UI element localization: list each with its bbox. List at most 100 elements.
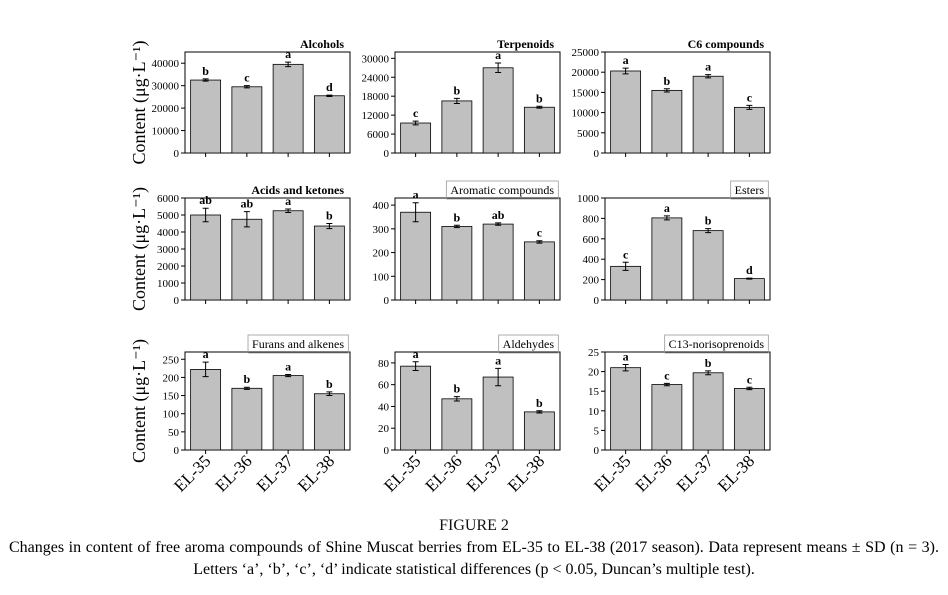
significance-letter: a	[413, 188, 419, 202]
y-tick-label: 0	[174, 148, 180, 160]
bar	[313, 225, 345, 301]
figure-caption: Changes in content of free aroma compoun…	[9, 539, 939, 578]
significance-letter: a	[623, 350, 629, 364]
significance-letter: ab	[492, 208, 505, 222]
y-axis-label: Content (μg·L⁻¹)	[129, 339, 150, 463]
bar	[272, 210, 304, 301]
x-tick-label: EL-35	[380, 451, 424, 495]
significance-letter: a	[285, 194, 291, 208]
chart-title: Aromatic compounds	[450, 183, 554, 197]
title-box	[730, 180, 769, 200]
significance-letter: b	[454, 83, 461, 97]
error-bar	[326, 94, 333, 97]
x-tick-label: EL-36	[422, 451, 466, 495]
plot-frame	[604, 51, 771, 154]
bar	[733, 388, 765, 451]
significance-letter: c	[413, 106, 419, 120]
x-tick-label: EL-35	[590, 451, 634, 495]
bar	[523, 411, 555, 451]
error-bar	[536, 240, 543, 244]
significance-letter: d	[746, 263, 753, 277]
y-tick-label: 200	[583, 275, 600, 287]
y-tick-label: 6000	[367, 129, 390, 141]
title-box	[664, 334, 769, 354]
y-tick-label: 5000	[157, 210, 180, 222]
error-bar	[536, 105, 543, 109]
y-tick-label: 5000	[577, 128, 600, 140]
significance-letter: c	[747, 372, 753, 386]
y-tick-label: 0	[594, 295, 600, 307]
y-tick-label: 20000	[572, 67, 600, 79]
significance-letter: b	[536, 396, 543, 410]
x-tick-label: EL-36	[632, 451, 676, 495]
significance-letter: a	[203, 347, 209, 361]
bar	[190, 214, 222, 301]
x-tick-label: EL-38	[504, 451, 548, 495]
significance-letter: b	[454, 382, 461, 396]
chart-title: Aldehydes	[503, 337, 555, 351]
plot-frame	[604, 197, 771, 301]
bar	[610, 265, 642, 301]
significance-letter: b	[705, 214, 712, 228]
error-bar	[453, 97, 460, 104]
chart-title: C6 compounds	[688, 37, 765, 51]
chart-title: Furans and alkenes	[252, 337, 344, 351]
y-tick-label: 20	[378, 423, 390, 435]
y-tick-label: 200	[373, 248, 390, 260]
bar	[400, 211, 432, 301]
significance-letter: a	[285, 360, 291, 374]
y-tick-label: 10000	[572, 108, 600, 120]
error-bar	[705, 74, 712, 79]
chart-title: Terpenoids	[497, 37, 554, 51]
bar	[441, 398, 473, 451]
error-bar	[202, 361, 209, 378]
significance-letter: a	[495, 48, 501, 62]
error-bar	[622, 261, 629, 271]
y-axis-label: Content (μg·L⁻¹)	[129, 187, 150, 311]
error-bar	[705, 228, 712, 234]
y-tick-label: 3000	[157, 244, 180, 256]
y-tick-label: 50	[168, 427, 180, 439]
chart-title: C13-norisoprenoids	[669, 337, 765, 351]
error-bar	[495, 62, 502, 74]
y-tick-label: 80	[378, 358, 390, 370]
error-bar	[243, 386, 250, 390]
y-tick-label: 0	[384, 295, 390, 307]
bar	[692, 230, 724, 301]
error-bar	[622, 67, 629, 75]
bar	[651, 384, 683, 451]
error-bar	[243, 211, 250, 228]
plot-frame	[394, 351, 561, 451]
title-box	[498, 334, 559, 354]
bar	[692, 372, 724, 451]
y-tick-label: 200	[163, 372, 180, 384]
y-tick-label: 800	[583, 213, 600, 225]
error-bar	[663, 382, 670, 387]
x-tick-label: EL-37	[463, 451, 507, 495]
x-tick-label: EL-35	[170, 451, 214, 495]
error-bar	[202, 78, 209, 82]
y-tick-label: 0	[384, 445, 390, 457]
error-bar	[453, 224, 460, 229]
y-tick-label: 400	[583, 254, 600, 266]
x-tick-label: EL-38	[714, 451, 758, 495]
y-tick-label: 30000	[152, 81, 180, 93]
significance-letter: b	[326, 209, 333, 223]
error-bar	[536, 410, 543, 414]
error-bar	[746, 277, 753, 280]
error-bar	[243, 85, 250, 89]
significance-letter: a	[413, 347, 419, 361]
bar	[610, 367, 642, 451]
title-box	[247, 334, 349, 354]
y-tick-label: 4000	[157, 227, 180, 239]
bar	[441, 226, 473, 301]
significance-letter: b	[664, 74, 671, 88]
y-tick-label: 150	[163, 391, 180, 403]
significance-letter: c	[537, 226, 543, 240]
bar	[482, 223, 514, 301]
bar	[272, 375, 304, 451]
significance-letter: b	[244, 372, 251, 386]
x-tick-label: EL-38	[294, 451, 338, 495]
y-tick-label: 0	[594, 148, 600, 160]
error-bar	[746, 104, 753, 110]
